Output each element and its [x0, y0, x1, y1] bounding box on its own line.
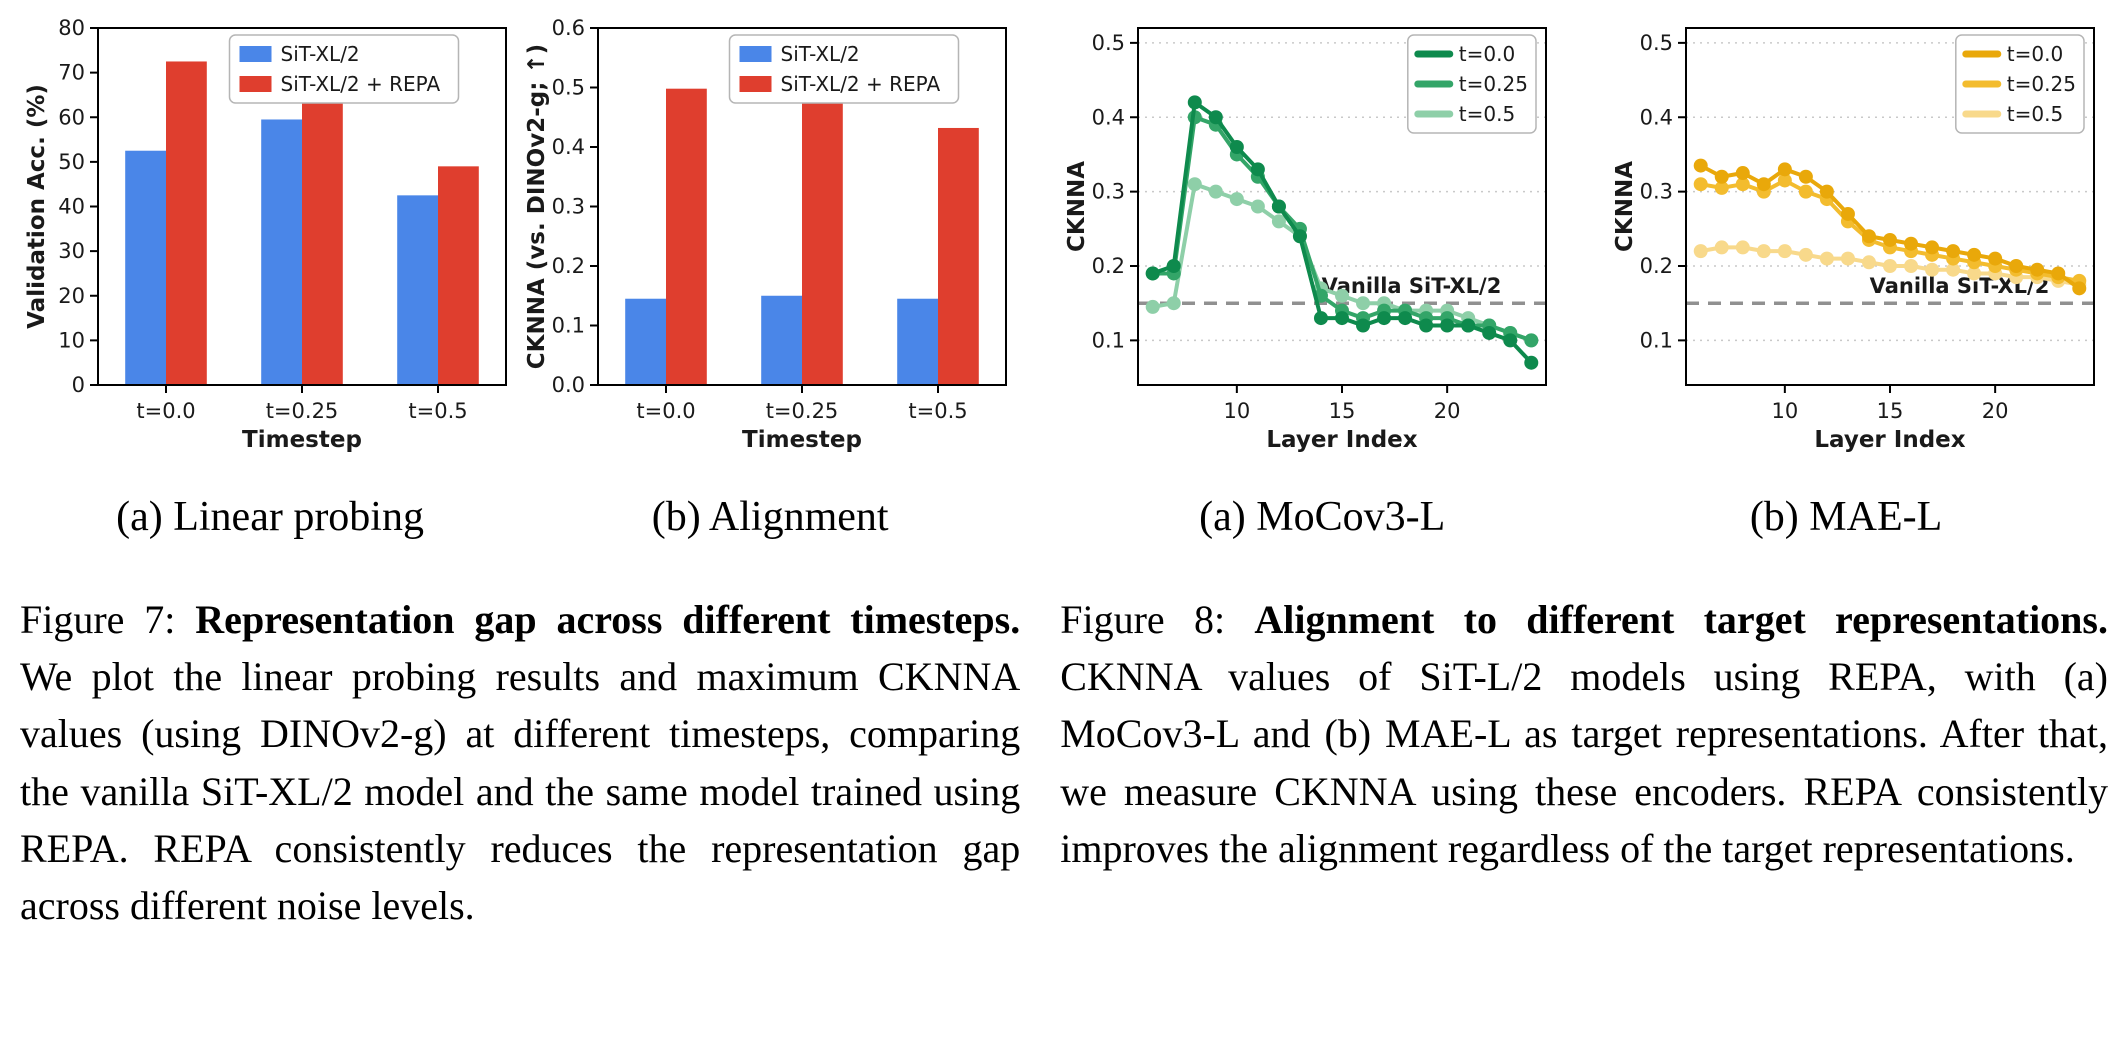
- svg-text:20: 20: [1982, 399, 2009, 423]
- svg-text:t=0.25: t=0.25: [766, 399, 839, 423]
- svg-text:0: 0: [72, 373, 85, 397]
- figure-7-subcaptions: (a) Linear probing (b) Alignment: [20, 493, 1020, 541]
- svg-text:15: 15: [1329, 399, 1356, 423]
- svg-text:0.6: 0.6: [552, 16, 585, 40]
- svg-text:0.2: 0.2: [552, 254, 585, 278]
- svg-text:CKNNA (vs. DINOv2-g; ↑): CKNNA (vs. DINOv2-g; ↑): [524, 44, 550, 369]
- svg-text:0.1: 0.1: [1092, 328, 1125, 352]
- subcaption-linear-probing: (a) Linear probing: [116, 494, 424, 540]
- svg-text:Validation Acc. (%): Validation Acc. (%): [24, 84, 50, 329]
- svg-text:60: 60: [58, 105, 85, 129]
- svg-text:0.5: 0.5: [552, 76, 585, 100]
- figure-8-subcaptions: (a) MoCov3-L (b) MAE-L: [1060, 493, 2108, 541]
- svg-text:0.5: 0.5: [1092, 31, 1125, 55]
- svg-text:40: 40: [58, 195, 85, 219]
- figure-8: Vanilla SiT-XL/2 0.1 0.2 0.3 0.4 0.5 10 15 20 Lay…: [1060, 14, 2108, 877]
- svg-text:t=0.0: t=0.0: [136, 399, 195, 423]
- svg-text:0.2: 0.2: [1092, 254, 1125, 278]
- figure-8-caption-bold: Alignment to different target representa…: [1254, 597, 2108, 642]
- figure-7-charts: 0 10 20 30 40 50 60 70 80 t=0.0 t=0.25 t=0.5 Timeste…: [20, 14, 1020, 459]
- chart-alignment: 0.0 0.1 0.2 0.3 0.4 0.5 0.6 t=0.0 t=0.25 t=0.5 Tim…: [524, 16, 1008, 453]
- svg-text:0.3: 0.3: [1640, 180, 1673, 204]
- svg-text:10: 10: [58, 328, 85, 352]
- svg-text:SiT-XL/2 + REPA: SiT-XL/2 + REPA: [281, 72, 441, 96]
- svg-text:t=0.25: t=0.25: [266, 399, 339, 423]
- svg-text:Timestep: Timestep: [242, 427, 362, 453]
- svg-text:t=0.5: t=0.5: [909, 399, 968, 423]
- svg-text:0.4: 0.4: [1092, 105, 1125, 129]
- svg-text:0.4: 0.4: [1640, 105, 1673, 129]
- figure-8-caption-text: CKNNA values of SiT-L/2 models using REP…: [1060, 654, 2108, 871]
- figure-7-caption-prefix: Figure 7:: [20, 597, 196, 642]
- figure-8-caption: Figure 8: Alignment to different target …: [1060, 591, 2108, 877]
- figure-7-caption-bold: Representation gap across different time…: [195, 597, 1021, 642]
- svg-text:0.0: 0.0: [552, 373, 585, 397]
- svg-text:t=0.25: t=0.25: [1459, 72, 1528, 96]
- svg-text:t=0.5: t=0.5: [1459, 102, 1515, 126]
- svg-text:0.3: 0.3: [1092, 180, 1125, 204]
- figure-7-caption: Figure 7: Representation gap across diff…: [20, 591, 1020, 934]
- svg-text:50: 50: [58, 150, 85, 174]
- svg-text:SiT-XL/2 + REPA: SiT-XL/2 + REPA: [781, 72, 941, 96]
- svg-text:70: 70: [58, 61, 85, 85]
- svg-text:0.3: 0.3: [552, 195, 585, 219]
- paper-figure-panel: 0 10 20 30 40 50 60 70 80 t=0.0 t=0.25 t=0.5 Timeste…: [20, 14, 2108, 934]
- svg-text:80: 80: [58, 16, 85, 40]
- svg-text:SiT-XL/2: SiT-XL/2: [781, 42, 860, 66]
- svg-text:10: 10: [1771, 399, 1798, 423]
- figure-8-charts: Vanilla SiT-XL/2 0.1 0.2 0.3 0.4 0.5 10 15 20 Lay…: [1060, 14, 2108, 459]
- svg-text:SiT-XL/2: SiT-XL/2: [281, 42, 360, 66]
- svg-text:Layer Index: Layer Index: [1267, 427, 1418, 453]
- svg-text:Timestep: Timestep: [742, 427, 862, 453]
- svg-text:10: 10: [1224, 399, 1251, 423]
- svg-text:20: 20: [58, 284, 85, 308]
- figure-8-caption-prefix: Figure 8:: [1060, 597, 1255, 642]
- chart-mocov3: Vanilla SiT-XL/2 0.1 0.2 0.3 0.4 0.5 10 15 20 Lay…: [1064, 27, 1548, 453]
- svg-text:0.1: 0.1: [1640, 328, 1673, 352]
- svg-text:0.4: 0.4: [552, 135, 585, 159]
- svg-text:Layer Index: Layer Index: [1814, 427, 1965, 453]
- svg-text:t=0.5: t=0.5: [408, 399, 467, 423]
- svg-text:t=0.25: t=0.25: [2007, 72, 2076, 96]
- svg-text:15: 15: [1877, 399, 1904, 423]
- subcaption-mae: (b) MAE-L: [1749, 494, 1943, 540]
- svg-text:CKNNA: CKNNA: [1612, 161, 1638, 252]
- svg-text:t=0.5: t=0.5: [2007, 102, 2063, 126]
- svg-text:30: 30: [58, 239, 85, 263]
- chart-linear-probing: 0 10 20 30 40 50 60 70 80 t=0.0 t=0.25 t=0.5 Timeste…: [24, 16, 507, 453]
- figures-row: 0 10 20 30 40 50 60 70 80 t=0.0 t=0.25 t=0.5 Timeste…: [20, 14, 2108, 934]
- svg-text:0.5: 0.5: [1640, 31, 1673, 55]
- svg-text:t=0.0: t=0.0: [637, 399, 696, 423]
- chart-mae: Vanilla SiT-XL/20.10.20.30.40.510 15 20Lay…: [1612, 27, 2095, 453]
- svg-text:0.2: 0.2: [1640, 254, 1673, 278]
- subcaption-alignment: (b) Alignment: [651, 494, 889, 540]
- svg-text:CKNNA: CKNNA: [1064, 161, 1090, 252]
- svg-text:t=0.0: t=0.0: [2007, 42, 2063, 66]
- svg-text:0.1: 0.1: [552, 314, 585, 338]
- figure-7-caption-text: We plot the linear probing results and m…: [20, 654, 1021, 928]
- subcaption-mocov3: (a) MoCov3-L: [1199, 494, 1446, 540]
- svg-text:20: 20: [1434, 399, 1461, 423]
- figure-7: 0 10 20 30 40 50 60 70 80 t=0.0 t=0.25 t=0.5 Timeste…: [20, 14, 1020, 934]
- svg-text:Vanilla SiT-XL/2: Vanilla SiT-XL/2: [1322, 274, 1502, 298]
- svg-text:t=0.0: t=0.0: [1459, 42, 1515, 66]
